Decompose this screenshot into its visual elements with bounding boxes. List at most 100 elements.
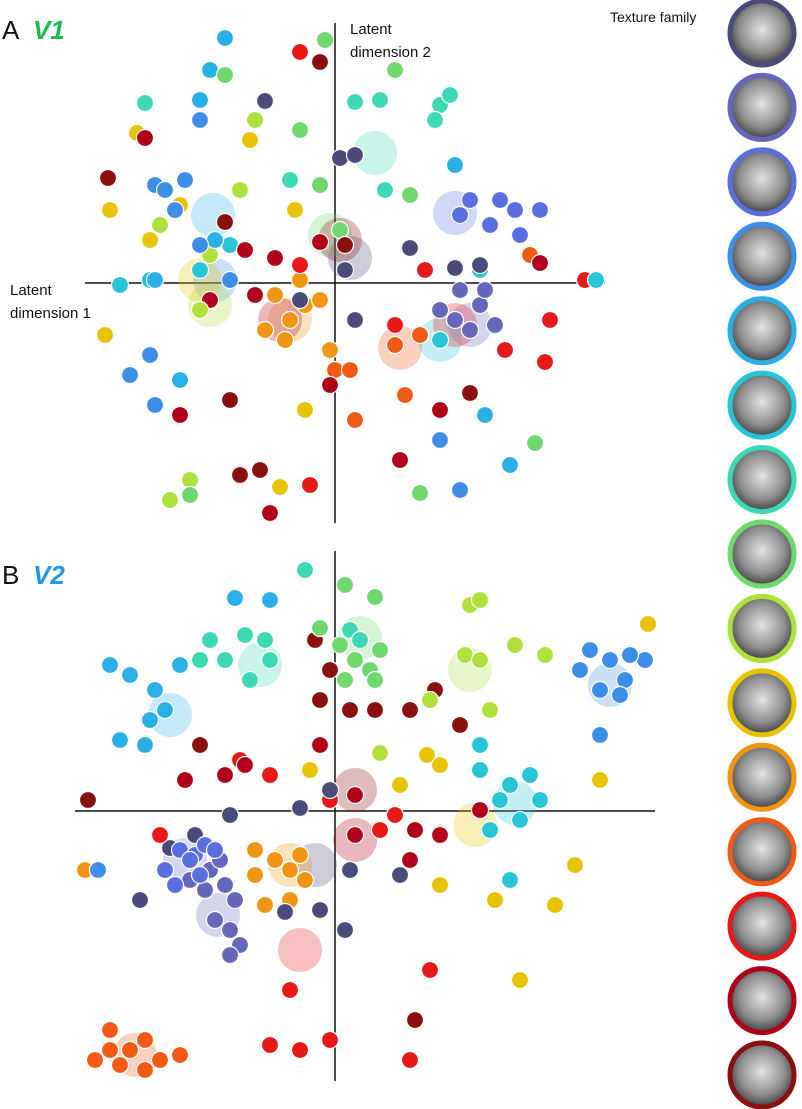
point (165, 875, 185, 895)
point (290, 120, 310, 140)
point (430, 300, 450, 320)
panel-letter: A (2, 15, 20, 45)
point (240, 670, 260, 690)
texture-swatch (727, 817, 797, 887)
point (310, 735, 330, 755)
point (310, 232, 330, 252)
point (150, 825, 170, 845)
panel-title: V1 (33, 15, 65, 45)
point (320, 1030, 340, 1050)
texture-swatch (727, 668, 797, 738)
point (135, 93, 155, 113)
point (100, 655, 120, 675)
point (638, 614, 658, 634)
point (260, 503, 280, 523)
point (370, 820, 390, 840)
point (590, 770, 610, 790)
point (320, 780, 340, 800)
point (365, 670, 385, 690)
texture-swatch (727, 742, 797, 812)
point (400, 1050, 420, 1070)
point (390, 450, 410, 470)
point (505, 635, 525, 655)
point (145, 395, 165, 415)
point (330, 148, 350, 168)
point (300, 760, 320, 780)
point (290, 1040, 310, 1060)
point (240, 130, 260, 150)
point (310, 690, 330, 710)
point (410, 325, 430, 345)
point (430, 400, 450, 420)
point (445, 310, 465, 330)
point (280, 980, 300, 1000)
point (220, 270, 240, 290)
point (98, 168, 118, 188)
point (295, 870, 315, 890)
point (215, 765, 235, 785)
point (530, 200, 550, 220)
point (170, 1045, 190, 1065)
point (500, 775, 520, 795)
point (525, 433, 545, 453)
point (335, 670, 355, 690)
point (345, 650, 365, 670)
x-axis-label: Latent dimension 1 (10, 282, 91, 322)
point (260, 1035, 280, 1055)
point (340, 860, 360, 880)
point (140, 345, 160, 365)
point (420, 690, 440, 710)
point (470, 760, 490, 780)
point (160, 490, 180, 510)
point (480, 820, 500, 840)
point (215, 28, 235, 48)
point (310, 618, 330, 638)
point (130, 890, 150, 910)
point (430, 825, 450, 845)
point (530, 790, 550, 810)
point (290, 845, 310, 865)
point (280, 860, 300, 880)
point (450, 280, 470, 300)
texture-swatch (727, 593, 797, 663)
point (190, 865, 210, 885)
point (180, 485, 200, 505)
points (75, 560, 658, 1080)
point (610, 685, 630, 705)
point (586, 270, 606, 290)
point (495, 340, 515, 360)
point (310, 290, 330, 310)
point (245, 285, 265, 305)
point (570, 660, 590, 680)
point (155, 700, 175, 720)
point (155, 180, 175, 200)
point (295, 400, 315, 420)
centroids (178, 131, 492, 370)
point (255, 895, 275, 915)
point (400, 185, 420, 205)
point (545, 895, 565, 915)
point (310, 175, 330, 195)
point (170, 370, 190, 390)
centroid (278, 928, 322, 972)
point (190, 650, 210, 670)
texture-swatch (727, 966, 797, 1036)
point (335, 260, 355, 280)
point (340, 700, 360, 720)
point (150, 215, 170, 235)
point (110, 1055, 130, 1075)
point (95, 325, 115, 345)
point (470, 800, 490, 820)
point (590, 725, 610, 745)
point (145, 270, 165, 290)
point (535, 645, 555, 665)
point (150, 1050, 170, 1070)
point (370, 640, 390, 660)
point (425, 110, 445, 130)
point (190, 300, 210, 320)
point (420, 960, 440, 980)
point (600, 650, 620, 670)
point (430, 875, 450, 895)
point (315, 30, 335, 50)
texture-swatch (727, 0, 797, 68)
